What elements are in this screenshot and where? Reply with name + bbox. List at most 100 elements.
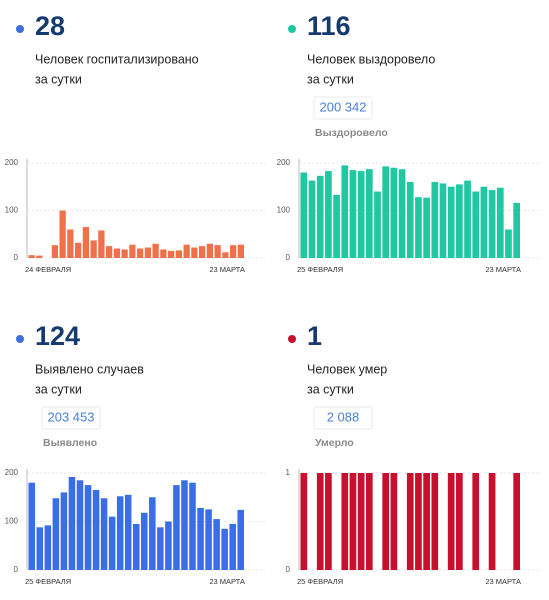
bar bbox=[415, 197, 422, 258]
total-box bbox=[41, 406, 101, 430]
bar bbox=[431, 473, 439, 570]
bar bbox=[60, 492, 68, 570]
bar bbox=[214, 245, 221, 258]
bar bbox=[189, 482, 196, 570]
bar bbox=[341, 473, 349, 570]
bar bbox=[165, 521, 172, 570]
bar bbox=[349, 473, 357, 570]
bar bbox=[456, 473, 463, 570]
bar bbox=[333, 194, 340, 258]
bar bbox=[439, 183, 447, 258]
bar bbox=[300, 172, 308, 258]
bar bbox=[341, 165, 349, 258]
bar bbox=[456, 184, 463, 258]
bar bbox=[100, 498, 108, 570]
total-value: 2 088 bbox=[327, 409, 360, 424]
bar bbox=[357, 171, 365, 258]
bar bbox=[98, 230, 105, 258]
bar bbox=[464, 180, 471, 258]
y-tick-label: 0 bbox=[286, 253, 291, 262]
bar bbox=[108, 516, 116, 570]
bar bbox=[28, 255, 35, 258]
caption: за сутки bbox=[307, 72, 354, 86]
x-tick-label: 23 МАРТА bbox=[485, 265, 521, 274]
bar bbox=[173, 485, 180, 570]
bar bbox=[121, 249, 128, 258]
bar bbox=[406, 182, 414, 258]
bar bbox=[141, 512, 148, 570]
bar bbox=[191, 247, 198, 258]
y-tick-label: 100 bbox=[277, 206, 291, 215]
bar bbox=[382, 166, 390, 258]
bar bbox=[406, 473, 414, 570]
caption: Человек умер bbox=[307, 362, 387, 376]
bar bbox=[106, 246, 113, 258]
bar bbox=[28, 482, 36, 570]
bar bbox=[68, 476, 76, 570]
bar bbox=[59, 210, 66, 258]
total-label: Выявлено bbox=[43, 437, 97, 449]
total-label: Выздоровело bbox=[315, 127, 388, 139]
bar bbox=[221, 528, 228, 570]
y-tick-label: 200 bbox=[5, 158, 19, 167]
bar bbox=[90, 240, 97, 258]
bar bbox=[505, 229, 512, 258]
bar bbox=[199, 246, 206, 258]
y-tick-label: 0 bbox=[286, 565, 291, 574]
bar bbox=[168, 250, 175, 258]
bar bbox=[300, 473, 308, 570]
bar bbox=[52, 498, 60, 570]
bar bbox=[149, 497, 156, 570]
bar bbox=[447, 473, 455, 570]
bar bbox=[76, 480, 84, 570]
x-tick-label: 25 ФЕВРАЛЯ bbox=[297, 265, 343, 274]
bar bbox=[132, 523, 140, 570]
bar bbox=[513, 473, 520, 570]
bar bbox=[316, 473, 324, 570]
bar bbox=[374, 191, 381, 258]
x-tick-label: 23 МАРТА bbox=[209, 577, 245, 586]
y-tick-label: 200 bbox=[5, 468, 19, 477]
bar bbox=[488, 190, 496, 258]
bar bbox=[183, 244, 190, 258]
bar bbox=[160, 249, 167, 258]
status-dot bbox=[288, 335, 296, 343]
bar bbox=[496, 187, 504, 258]
bar bbox=[51, 245, 58, 258]
bar bbox=[116, 496, 124, 570]
bar bbox=[513, 202, 520, 258]
y-tick-label: 100 bbox=[5, 206, 19, 215]
bar bbox=[36, 527, 44, 570]
bar bbox=[92, 489, 100, 570]
big-number: 116 bbox=[307, 11, 351, 41]
bar bbox=[157, 527, 164, 570]
total-label: Умерло bbox=[315, 437, 354, 449]
x-tick-label: 25 ФЕВРАЛЯ bbox=[297, 577, 343, 586]
bar bbox=[349, 170, 357, 258]
bar bbox=[206, 243, 213, 258]
bar bbox=[197, 507, 204, 570]
total-box bbox=[313, 406, 373, 430]
status-dot bbox=[288, 25, 296, 33]
bar bbox=[129, 244, 136, 258]
bar bbox=[205, 509, 212, 570]
big-number: 124 bbox=[35, 321, 80, 351]
x-tick-label: 23 МАРТА bbox=[209, 265, 245, 274]
bar bbox=[75, 242, 82, 258]
big-number: 28 bbox=[35, 11, 65, 41]
y-tick-label: 100 bbox=[5, 517, 19, 526]
bar bbox=[423, 197, 430, 258]
big-number: 1 bbox=[307, 321, 322, 351]
bar bbox=[152, 243, 159, 258]
bar bbox=[447, 186, 455, 258]
status-dot bbox=[16, 335, 24, 343]
caption: за сутки bbox=[307, 382, 354, 396]
bar bbox=[382, 473, 390, 570]
caption: Человек госпитализировано bbox=[35, 52, 199, 66]
x-tick-label: 23 МАРТА bbox=[485, 577, 521, 586]
bar bbox=[488, 473, 496, 570]
bar bbox=[390, 473, 398, 570]
bar bbox=[431, 182, 439, 258]
bar bbox=[325, 171, 332, 258]
